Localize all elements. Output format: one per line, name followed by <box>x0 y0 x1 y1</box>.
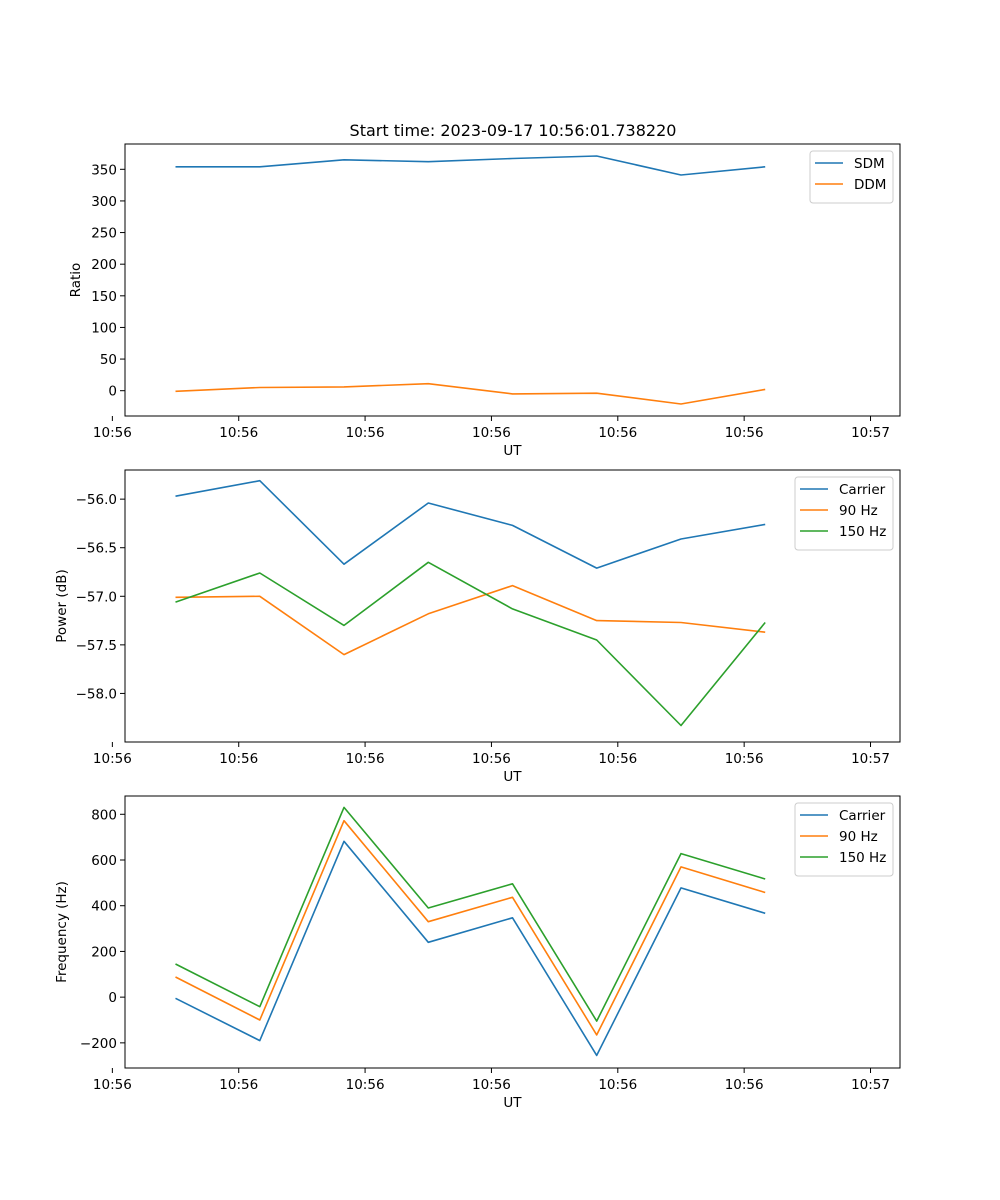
ratio-y-tick-label: 0 <box>108 384 117 400</box>
power-y-tick-label: −58.0 <box>76 686 117 702</box>
ratio-legend-box <box>809 150 894 204</box>
ratio-x-tick-label: 10:56 <box>219 425 258 441</box>
power-y-tick-label: −57.0 <box>76 589 117 605</box>
ratio-series-ddm-line <box>175 382 766 405</box>
ratio-y-tick-label: 150 <box>91 289 117 305</box>
frequency-x-tick-label: 10:56 <box>725 1077 764 1093</box>
ratio-y-tick-label: 200 <box>91 257 117 273</box>
power-x-axis-label: UT <box>503 769 522 785</box>
frequency-y-tick-label: 800 <box>91 807 117 823</box>
power-x-tick-label: 10:56 <box>346 751 385 767</box>
power-axes-frame <box>124 469 901 743</box>
frequency-legend: Carrier 90 Hz 150 Hz <box>794 802 894 877</box>
ratio-y-axis-label: Ratio <box>68 263 84 298</box>
frequency-x-tick-label: 10:57 <box>851 1077 890 1093</box>
frequency-y-axis-label: Frequency (Hz) <box>54 881 70 983</box>
power-x-tick-label: 10:57 <box>851 751 890 767</box>
frequency-x-tick-label: 10:56 <box>93 1077 132 1093</box>
power-y-axis-label: Power (dB) <box>54 569 70 642</box>
ratio-y-tick-label: 350 <box>91 162 117 178</box>
ratio-x-tick-label: 10:57 <box>851 425 890 441</box>
frequency-panel: 10:56 10:56 10:56 10:56 10:56 10:56 10:57 −200 0… <box>54 795 901 1111</box>
frequency-x-tick-label: 10:56 <box>346 1077 385 1093</box>
ratio-x-tick-label: 10:56 <box>725 425 764 441</box>
power-panel: 10:56 10:56 10:56 10:56 10:56 10:56 10:57 −58.0… <box>54 469 901 785</box>
ratio-legend-label: DDM <box>854 177 886 193</box>
power-x-tick-label: 10:56 <box>219 751 258 767</box>
frequency-y-tick-label: 200 <box>91 944 117 960</box>
ratio-y-tick-label: 250 <box>91 226 117 242</box>
power-legend-label: Carrier <box>839 482 886 498</box>
ratio-series-sdm-line <box>175 155 766 176</box>
ratio-y-tick-label: 300 <box>91 194 117 210</box>
frequency-axes-frame <box>124 795 901 1069</box>
frequency-x-tick-label: 10:56 <box>219 1077 258 1093</box>
ratio-x-tick-label: 10:56 <box>472 425 511 441</box>
power-legend-label: 90 Hz <box>839 503 878 519</box>
frequency-y-tick-label: 400 <box>91 899 117 915</box>
frequency-legend-label: 150 Hz <box>839 850 886 866</box>
ratio-legend-label: SDM <box>854 156 885 172</box>
frequency-series-90-hz-line <box>175 819 766 1036</box>
frequency-y-tick-label: 0 <box>108 990 117 1006</box>
power-x-tick-label: 10:56 <box>598 751 637 767</box>
power-legend-label: 150 Hz <box>839 524 886 540</box>
ratio-legend: SDM DDM <box>809 150 894 204</box>
power-legend: Carrier 90 Hz 150 Hz <box>794 476 894 551</box>
power-series-carrier-line <box>175 479 766 569</box>
frequency-legend-label: 90 Hz <box>839 829 878 845</box>
power-x-tick-label: 10:56 <box>93 751 132 767</box>
frequency-series-150-hz-line <box>175 806 766 1022</box>
ratio-x-axis-label: UT <box>503 443 522 459</box>
power-y-tick-label: −56.5 <box>76 541 117 557</box>
frequency-x-tick-label: 10:56 <box>472 1077 511 1093</box>
frequency-y-tick-label: −200 <box>80 1036 117 1052</box>
frequency-x-axis-label: UT <box>503 1095 522 1111</box>
ratio-panel: 10:56 10:56 10:56 10:56 10:56 10:56 10:57 0 50 10… <box>68 143 901 459</box>
power-series-90-hz-line <box>175 584 766 656</box>
ratio-y-tick-label: 100 <box>91 320 117 336</box>
ratio-y-tick-label: 50 <box>100 352 117 368</box>
power-y-tick-label: −57.5 <box>76 638 117 654</box>
frequency-series-carrier-line <box>175 840 766 1057</box>
power-x-tick-label: 10:56 <box>472 751 511 767</box>
ratio-x-tick-label: 10:56 <box>93 425 132 441</box>
chart-panels: 10:56 10:56 10:56 10:56 10:56 10:56 10:57 0 50 10… <box>54 143 901 1111</box>
ratio-x-tick-label: 10:56 <box>598 425 637 441</box>
power-series-150-hz-line <box>175 561 766 727</box>
power-x-tick-label: 10:56 <box>725 751 764 767</box>
ratio-axes-frame <box>124 143 901 417</box>
chart-title: Start time: 2023-09-17 10:56:01.738220 <box>350 121 677 140</box>
frequency-x-tick-label: 10:56 <box>598 1077 637 1093</box>
frequency-legend-label: Carrier <box>839 808 886 824</box>
frequency-y-tick-label: 600 <box>91 853 117 869</box>
power-y-tick-label: −56.0 <box>76 492 117 508</box>
ratio-x-tick-label: 10:56 <box>346 425 385 441</box>
